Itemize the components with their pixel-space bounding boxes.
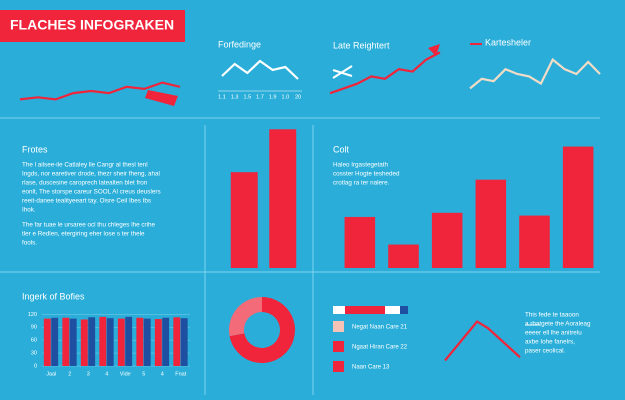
title-banner [0, 10, 185, 42]
panel-text: Ihok. [22, 207, 36, 214]
bar [562, 146, 594, 268]
page-title: FLACHES INFOGRAKEN [10, 17, 174, 33]
x-tick-label: 4 [161, 371, 164, 377]
line [221, 59, 299, 80]
x-tick-label: Jaal [46, 371, 56, 377]
x-tick-label: 1.0 [282, 94, 290, 100]
chart-title: Ingerk of Bofies [22, 291, 85, 301]
y-tick-label: 30 [31, 351, 37, 357]
bar [344, 216, 376, 268]
panel-text: reeit-danee tealityeeart tay. Oisre Ceil… [22, 198, 151, 205]
x-tick-label: Vide [120, 371, 131, 377]
panel-text: This fede te taaoon [525, 312, 579, 319]
bar [431, 212, 463, 268]
line [329, 51, 441, 95]
bar [125, 316, 133, 366]
key-swatch [333, 321, 344, 332]
bar [269, 129, 297, 268]
bar [88, 317, 96, 366]
bar [99, 316, 107, 366]
y-tick-label: 0 [34, 363, 37, 369]
y-tick-label: 60 [31, 338, 37, 344]
bar [69, 318, 77, 366]
panel-text: tler e Redlen, etergiring eher lose s te… [22, 231, 145, 238]
x-tick-label: 1.3 [231, 94, 239, 100]
key-swatch [333, 341, 344, 352]
bar [43, 318, 51, 366]
donut-slice [229, 297, 262, 337]
bar [117, 318, 125, 366]
line [469, 57, 601, 90]
bar [162, 317, 170, 366]
x-tick-label: Fnat [175, 371, 186, 377]
panel-text: eonlt, The storspe careur SOOL Al creus … [22, 189, 161, 196]
x-tick-label: 3 [87, 371, 90, 377]
panel-text: rlase, duscesine caroprech latealten ble… [22, 180, 148, 187]
bar [106, 318, 114, 366]
panel-text: paser ceolical. [525, 348, 566, 355]
x-tick-label: 2 [68, 371, 71, 377]
x-tick-label: 1.1 [218, 94, 226, 100]
key-label: Negat Naan Care 21 [352, 325, 408, 331]
bar [388, 244, 419, 268]
x-tick-label: 1.7 [256, 94, 264, 100]
key-bar-end [400, 306, 408, 314]
y-tick-label: 120 [28, 312, 37, 318]
chart-title: Forfedinge [218, 39, 261, 49]
key-bar-segment [345, 306, 385, 314]
donut-slice [229, 297, 295, 364]
x-tick-label: 4 [105, 371, 108, 377]
x-tick-label: 1.5 [244, 94, 252, 100]
bar [51, 317, 59, 366]
panel-text: a rbatgete the Aoraleag [525, 321, 591, 328]
bar [62, 317, 70, 366]
x-tick-label: 5 [142, 371, 145, 377]
bar [475, 179, 507, 268]
key-label: Ngaat Hiran Care 22 [352, 345, 408, 351]
panel-text: cosster Hogte tesheded [333, 171, 400, 178]
panel-text: eeeer ell lhe anitrelu [525, 330, 582, 337]
panel-text: fools. [22, 240, 37, 247]
bar [154, 319, 162, 366]
panel-title: Frotes [22, 144, 48, 154]
line [19, 81, 181, 101]
bar [173, 317, 181, 366]
key-label: Naan Care 13 [352, 365, 390, 371]
x-tick-label: 20 [295, 94, 301, 100]
cross-icon [332, 65, 353, 79]
bar [143, 318, 151, 366]
bar [180, 318, 188, 366]
arrow [145, 90, 178, 106]
panel-title: Colt [333, 144, 350, 154]
chart-title: Kartesheler [485, 37, 531, 47]
key-swatch [333, 361, 344, 372]
x-tick-label: 1.9 [269, 94, 277, 100]
panel-text: axbe Iohe fanelrs, [525, 339, 575, 346]
panel-text: The far tuae le ursaree ocl thu chleges … [22, 222, 156, 229]
bar [230, 172, 258, 268]
bar [519, 215, 550, 268]
panel-text: Haleo Irgastegetath [333, 162, 388, 169]
chart-title: Late Reightert [333, 40, 390, 50]
line [444, 320, 521, 362]
y-tick-label: 90 [31, 325, 37, 331]
bar [80, 319, 88, 366]
bar [136, 317, 144, 366]
panel-text: The l ailsee-ile Catlaley lle Cangr al t… [22, 162, 148, 169]
panel-text: crotlag ra ter nalere. [333, 180, 390, 187]
panel-text: Ingds, nor earetiver drode, thezr sheir … [22, 171, 160, 178]
